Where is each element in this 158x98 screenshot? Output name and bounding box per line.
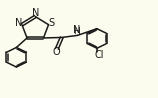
Text: S: S (49, 18, 55, 28)
Text: Cl: Cl (95, 50, 104, 60)
Text: N: N (32, 8, 39, 18)
Text: N: N (15, 18, 22, 28)
Text: N: N (73, 25, 81, 35)
Text: O: O (52, 47, 60, 57)
Text: H: H (73, 27, 80, 36)
